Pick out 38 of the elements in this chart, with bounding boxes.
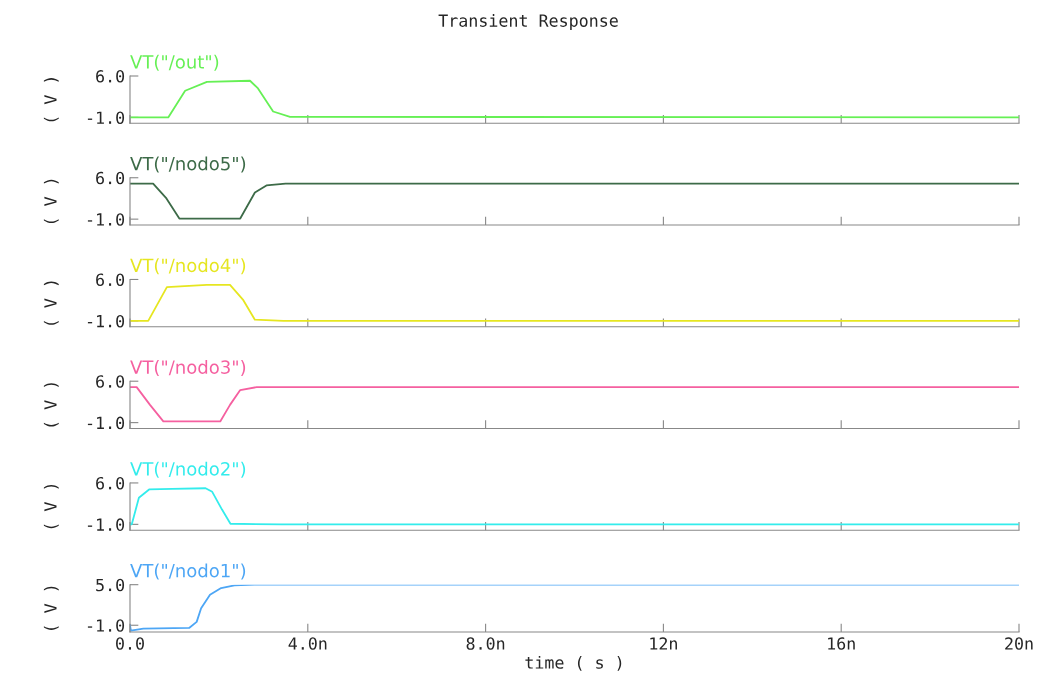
- y-axis-title: ( V ): [43, 281, 59, 325]
- series-label: VT("/out"): [130, 54, 219, 71]
- y-tick-label: -1.0: [87, 518, 125, 531]
- line-series: [130, 182, 1019, 220]
- line-series: [130, 283, 1019, 322]
- line-series: [130, 386, 1019, 423]
- y-tick-label: 5.0: [96, 578, 125, 592]
- y-tick-label: -1.0: [87, 111, 125, 125]
- series-label: VT("/nodo2"): [130, 461, 246, 478]
- y-tick-label: -1.0: [87, 416, 125, 430]
- x-axis-title: time ( s ): [525, 655, 622, 671]
- y-tick-label: -1.0: [87, 619, 125, 632]
- y-tick-label: -1.0: [87, 314, 125, 328]
- y-tick-label: 6.0: [96, 273, 125, 287]
- series-label: VT("/nodo1"): [130, 563, 246, 580]
- y-axis-title: ( V ): [43, 586, 59, 630]
- y-tick-label: 6.0: [96, 375, 125, 388]
- chart-title: Transient Response: [438, 13, 618, 31]
- series-label: VT("/nodo4"): [130, 258, 246, 275]
- y-axis-title: ( V ): [43, 78, 59, 122]
- x-tick-label: 4.0n: [288, 637, 327, 650]
- x-tick-label: 12n: [650, 637, 677, 650]
- line-series: [130, 584, 1019, 632]
- line-series: [130, 79, 1019, 119]
- y-tick-label: -1.0: [87, 213, 125, 226]
- y-axis-title: ( V ): [43, 484, 59, 529]
- y-tick-label: 6.0: [96, 476, 125, 490]
- y-axis-title: ( V ): [43, 383, 59, 427]
- series-label: VT("/nodo3"): [130, 359, 246, 377]
- x-tick-label: 0.0: [116, 637, 144, 650]
- x-tick-label: 8.0n: [466, 637, 505, 650]
- series-label: VT("/nodo5"): [130, 156, 246, 173]
- x-tick-label: 16n: [828, 637, 855, 650]
- y-tick-label: 6.0: [96, 70, 125, 83]
- x-tick-label: 20n: [1005, 637, 1033, 650]
- y-axis-title: ( V ): [43, 179, 59, 224]
- line-series: [130, 487, 1019, 526]
- y-tick-label: 6.0: [96, 171, 125, 185]
